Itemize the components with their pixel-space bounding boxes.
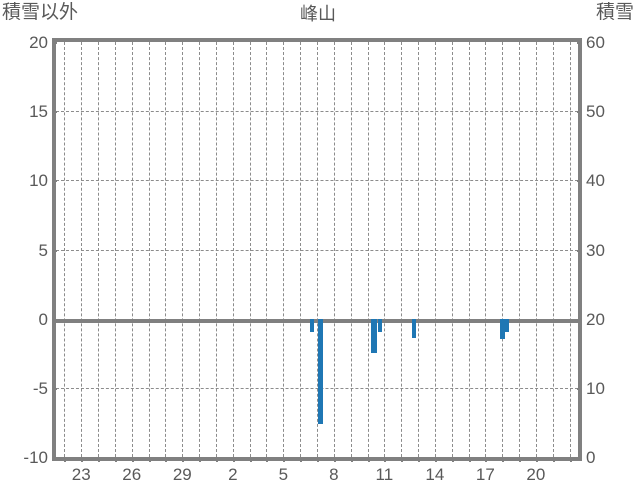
x-axis-tick (451, 457, 454, 462)
x-axis-tick (131, 457, 134, 462)
x-axis-tick (384, 457, 387, 462)
bar (318, 318, 323, 424)
y-axis-tick (577, 180, 582, 183)
y-axis-tick (577, 111, 582, 114)
bar (371, 318, 377, 354)
y-axis-right-label: 20 (586, 309, 605, 329)
y-axis-right-label: 60 (586, 33, 605, 52)
chart-title: 峰山 (300, 4, 336, 24)
x-axis-tick (333, 457, 336, 462)
y-axis-right-label: 0 (586, 448, 596, 467)
x-axis-label: 2 (228, 465, 238, 484)
x-axis-tick (418, 457, 421, 462)
y-axis-right-label: 50 (586, 102, 605, 122)
y-axis-tick (577, 42, 582, 44)
plot-area (52, 42, 582, 457)
y-axis-tick (577, 457, 582, 459)
x-axis-tick (266, 457, 269, 462)
y-axis-left-label: 20 (29, 33, 48, 52)
x-axis-tick (98, 457, 101, 462)
y-axis-tick (577, 387, 582, 390)
bar (310, 318, 314, 333)
zero-line (52, 318, 582, 323)
y-axis-right-labels: 60 50 40 30 20 10 0 (586, 34, 636, 466)
y-axis-left-label: -10 (23, 448, 48, 467)
y-axis-right-label: 40 (586, 171, 605, 191)
y-axis-tick (577, 249, 582, 252)
y-axis-left-label: 15 (29, 102, 48, 122)
y-axis-right-label: 10 (586, 378, 605, 398)
x-axis-label: 20 (526, 465, 546, 484)
x-axis-tick (81, 457, 84, 462)
x-axis-tick (401, 457, 404, 462)
x-axis-tick (367, 457, 370, 462)
x-axis-tick (317, 457, 319, 462)
x-axis-label: 26 (122, 465, 142, 484)
x-axis-label: 8 (329, 465, 339, 484)
y-axis-tick (52, 387, 57, 390)
x-axis-tick (434, 457, 437, 462)
y-axis-tick (52, 180, 57, 183)
x-axis-tick (485, 457, 488, 462)
y-axis-right-ticks (576, 42, 582, 459)
bar (412, 318, 416, 339)
x-axis-tick (232, 457, 235, 462)
x-axis-tick (215, 457, 218, 462)
bar (505, 318, 509, 333)
bar (378, 318, 382, 333)
x-axis-label: 14 (425, 465, 445, 484)
y-axis-right-label: 30 (586, 240, 605, 260)
horizontal-gridline (56, 387, 578, 389)
y-axis-left-label: 0 (38, 309, 48, 329)
x-axis-label: 23 (71, 465, 91, 484)
left-axis-title: 積雪以外 (2, 2, 79, 23)
x-axis-ticks (56, 457, 578, 463)
y-axis-tick (52, 457, 57, 459)
x-axis-tick (64, 457, 67, 462)
x-axis-tick (519, 457, 522, 462)
x-axis-tick (468, 457, 471, 462)
x-axis-label: 29 (172, 465, 192, 484)
y-axis-left-label: 5 (38, 240, 48, 260)
x-axis-tick (350, 457, 353, 462)
x-axis-tick (502, 457, 505, 462)
horizontal-gridline (56, 249, 578, 251)
x-axis-tick (535, 457, 538, 462)
right-axis-title: 積雪 (595, 2, 634, 23)
x-axis-tick (569, 457, 572, 462)
x-axis-tick (148, 457, 151, 462)
x-axis-labels: 23 26 29 2 5 8 11 14 17 20 (0, 466, 636, 496)
x-axis-tick (552, 457, 555, 462)
x-axis-tick (114, 457, 117, 462)
y-axis-tick (577, 318, 582, 321)
x-axis-tick (165, 457, 168, 462)
x-axis-tick (249, 457, 252, 462)
y-axis-left-label: 10 (29, 171, 48, 191)
x-axis-tick (300, 457, 303, 462)
y-axis-left-ticks (52, 42, 58, 459)
x-axis-tick (199, 457, 202, 462)
y-axis-tick (52, 111, 57, 114)
horizontal-gridline (56, 111, 578, 113)
horizontal-gridline (56, 180, 578, 182)
x-axis-tick (182, 457, 185, 462)
y-axis-tick (52, 42, 57, 44)
y-axis-tick (52, 249, 57, 252)
y-axis-left-labels: 20 15 10 5 0 -5 -10 (0, 34, 48, 466)
x-axis-tick (283, 457, 286, 462)
x-axis-label: 5 (278, 465, 289, 484)
y-axis-tick (52, 318, 57, 321)
x-axis-label: 17 (475, 465, 495, 484)
bar (500, 318, 505, 340)
y-axis-left-label: -5 (32, 378, 48, 398)
x-axis-label: 11 (375, 465, 394, 484)
